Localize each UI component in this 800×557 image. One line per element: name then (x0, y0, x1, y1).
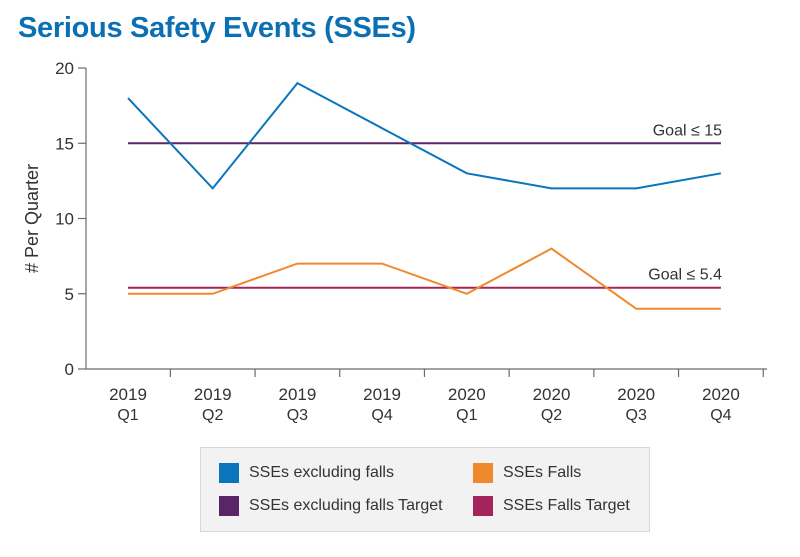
x-tick-label-quarter: Q2 (202, 407, 223, 424)
x-tick-label-quarter: Q1 (456, 407, 477, 424)
legend-label: SSEs Falls (503, 464, 582, 481)
chart-ticks: 0 5 10 15 20 2019 Q1 2019 Q2 2019 Q3 2019 Q4 2020 Q1 20… (55, 59, 764, 424)
legend-item-sses-falls: SSEs Falls (473, 463, 581, 483)
x-tick-label-year: 2020 (617, 385, 655, 404)
chart-annotations: Goal ≤ 15 Goal ≤ 5.4 (648, 122, 722, 283)
chart-legend: SSEs excluding falls SSEs Falls SSEs exc… (200, 447, 650, 532)
x-tick-label-quarter: Q4 (371, 407, 392, 424)
line-chart: 0 5 10 15 20 2019 Q1 2019 Q2 2019 Q3 2019 Q4 2020 Q1 20… (22, 59, 767, 424)
x-tick-label-quarter: Q4 (710, 407, 731, 424)
x-tick-label-year: 2020 (533, 385, 571, 404)
y-tick-label: 5 (65, 285, 74, 304)
y-tick-label: 0 (65, 360, 74, 379)
legend-item-sses-excluding-falls: SSEs excluding falls (219, 463, 394, 483)
chart-axes (85, 68, 767, 370)
x-tick-label-quarter: Q1 (117, 407, 138, 424)
x-tick-label-quarter: Q3 (287, 407, 308, 424)
x-tick-label-year: 2019 (278, 385, 316, 404)
y-tick-label: 10 (55, 210, 74, 229)
x-tick-label-quarter: Q2 (541, 407, 562, 424)
legend-label: SSEs excluding falls (249, 464, 394, 481)
legend-item-sses-falls-target: SSEs Falls Target (473, 496, 630, 516)
x-tick-label-year: 2019 (194, 385, 232, 404)
legend-item-sses-excluding-falls-target: SSEs excluding falls Target (219, 496, 443, 516)
goal-annotation: Goal ≤ 15 (653, 122, 722, 139)
legend-swatch-icon (473, 496, 493, 516)
legend-swatch-icon (219, 463, 239, 483)
goal-annotation: Goal ≤ 5.4 (648, 267, 722, 284)
series-line-sses-excluding-falls (127, 81, 722, 190)
legend-label: SSEs excluding falls Target (249, 497, 443, 514)
chart-title: Serious Safety Events (SSEs) (18, 12, 416, 44)
y-tick-label: 20 (55, 59, 74, 78)
series-line-sses-falls (128, 247, 721, 310)
legend-swatch-icon (473, 463, 493, 483)
x-tick-label-year: 2019 (109, 385, 147, 404)
x-tick-label-year: 2020 (448, 385, 486, 404)
y-axis-label: # Per Quarter (22, 164, 42, 273)
chart-lines (127, 81, 722, 310)
legend-label: SSEs Falls Target (503, 497, 630, 514)
y-tick-label: 15 (55, 134, 74, 153)
x-tick-label-quarter: Q3 (626, 407, 647, 424)
x-tick-label-year: 2020 (702, 385, 740, 404)
x-tick-label-year: 2019 (363, 385, 401, 404)
legend-swatch-icon (219, 496, 239, 516)
